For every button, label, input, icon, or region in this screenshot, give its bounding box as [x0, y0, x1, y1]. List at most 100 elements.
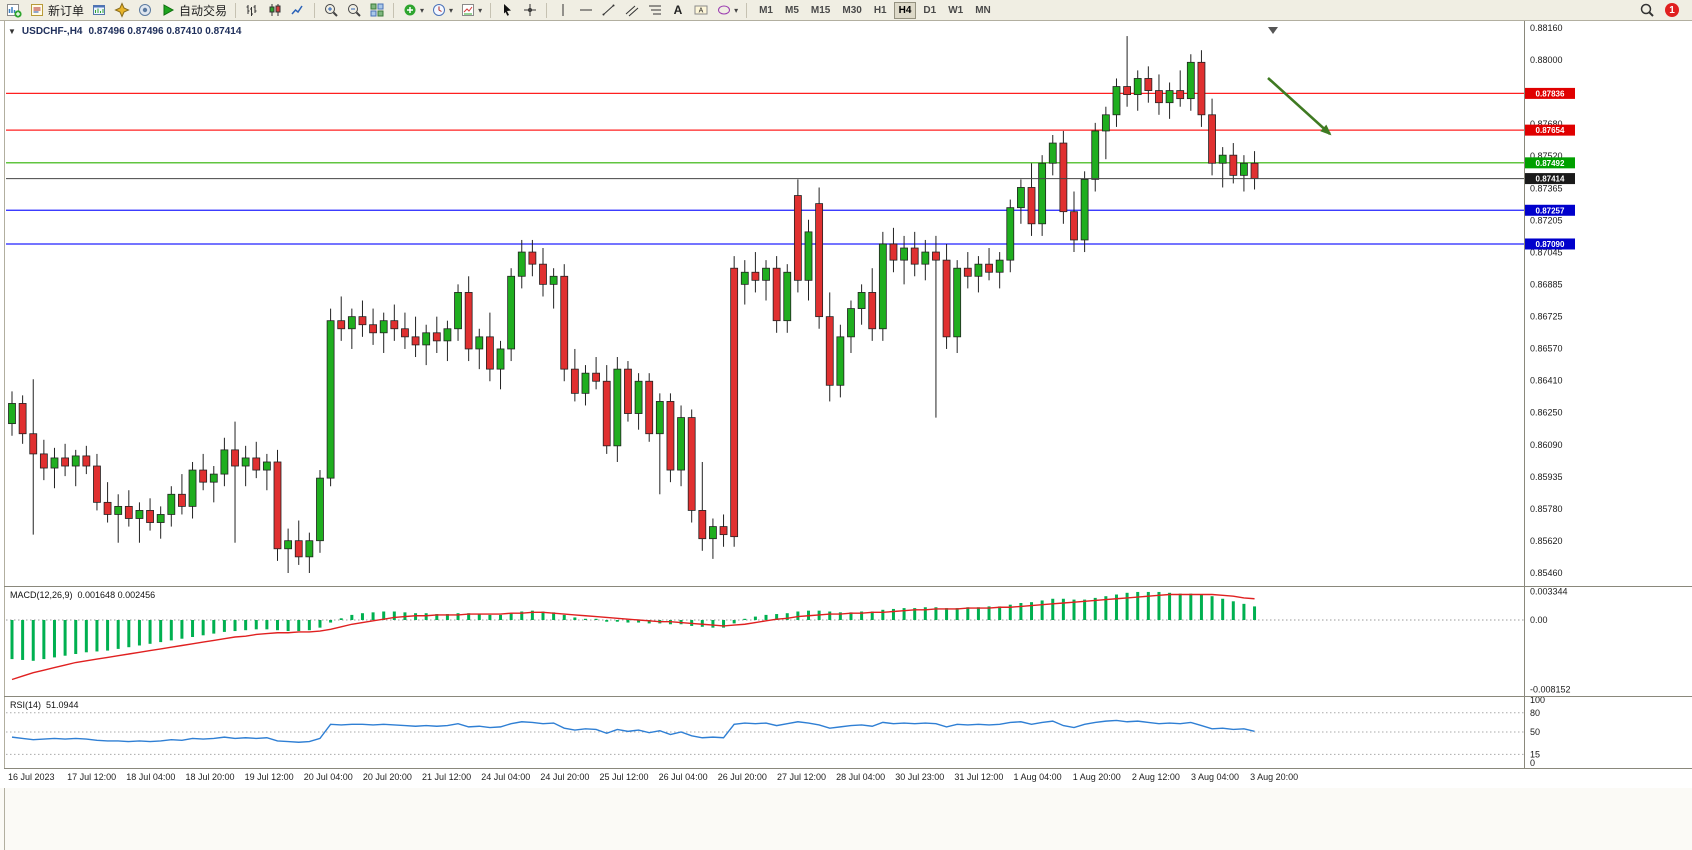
- toolbar: 新订单 自动交易 ▾ ▾ ▾ A A ▾ M1 M5 M15 M30 H1 H4 D1 W1 MN 1: [0, 0, 1692, 21]
- navigator-icon: [114, 2, 130, 18]
- price-tick-label: 0.87680: [1530, 119, 1563, 129]
- time-axis-label: 21 Jul 12:00: [422, 772, 472, 782]
- time-axis[interactable]: 16 Jul 2023 17 Jul 12:00 18 Jul 04:00 18 Ju…: [0, 769, 1692, 788]
- bars-chart-button[interactable]: [241, 1, 263, 20]
- trendline-button[interactable]: [598, 1, 620, 20]
- timeframe-mn-button[interactable]: MN: [975, 4, 991, 16]
- candles-chart-icon: [267, 2, 283, 18]
- crosshair-icon: [522, 2, 538, 18]
- price-badge: [1525, 173, 1575, 185]
- indicators-button[interactable]: ▾: [399, 1, 427, 20]
- shapes-icon: [716, 2, 732, 18]
- rsi-panel[interactable]: 100 80 50 150: [0, 697, 1692, 768]
- price-tick-label: 0.87205: [1530, 215, 1563, 225]
- candles-chart-button[interactable]: [264, 1, 286, 20]
- candlestick-series: [8, 36, 1259, 573]
- rsi-axis-label: 0: [1530, 758, 1535, 768]
- price-badge: [1525, 124, 1575, 136]
- price-tick-label: 0.88000: [1530, 55, 1563, 65]
- fibonacci-button[interactable]: [644, 1, 666, 20]
- hline-button[interactable]: [575, 1, 597, 20]
- templates-dropdown-icon[interactable]: ▾: [478, 5, 483, 15]
- price-badge-label: 0.87654: [1536, 126, 1565, 135]
- time-axis-label: 26 Jul 20:00: [717, 772, 767, 782]
- templates-button[interactable]: ▾: [457, 1, 485, 20]
- cursor-button[interactable]: [496, 1, 518, 20]
- fibonacci-icon: [647, 2, 663, 18]
- time-axis-label: 3 Aug 20:00: [1250, 772, 1299, 782]
- indicators-dropdown-icon[interactable]: ▾: [420, 5, 425, 15]
- navigator-button[interactable]: [111, 1, 133, 20]
- trend-arrow[interactable]: [1267, 77, 1331, 135]
- timeframe-m15-button[interactable]: M15: [810, 4, 831, 16]
- chart-window-button[interactable]: [88, 1, 110, 20]
- price-tick-label: 0.87520: [1530, 151, 1563, 161]
- timeframe-m5-button[interactable]: M5: [785, 4, 799, 16]
- shapes-dropdown-icon[interactable]: ▾: [734, 5, 739, 15]
- price-tick-label: 0.87045: [1530, 247, 1563, 257]
- periods-icon: [431, 2, 447, 18]
- text-label-button[interactable]: A: [690, 1, 712, 20]
- window-footer: [0, 788, 1692, 850]
- new-chart-icon: [6, 2, 22, 18]
- indicators-icon: [402, 2, 418, 18]
- price-badge: [1525, 204, 1575, 216]
- panel-separator[interactable]: [4, 586, 1692, 587]
- timeframe-d1-button[interactable]: D1: [923, 4, 937, 16]
- price-tick-label: 0.86410: [1530, 376, 1563, 386]
- time-axis-label: 3 Aug 04:00: [1191, 772, 1240, 782]
- autotrading-button[interactable]: 自动交易: [157, 1, 230, 20]
- periods-button[interactable]: ▾: [428, 1, 456, 20]
- tile-windows-button[interactable]: [366, 1, 388, 20]
- timeframe-h1-button[interactable]: H1: [873, 4, 887, 16]
- price-tick-label: 0.86570: [1530, 344, 1563, 354]
- main-chart[interactable]: 0.881600.880000.878400.876800.875200.873…: [0, 22, 1692, 586]
- price-badge-label: 0.87090: [1536, 240, 1565, 249]
- line-chart-button[interactable]: [287, 1, 309, 20]
- price-tick-label: 0.88160: [1530, 23, 1563, 33]
- time-axis-label: 28 Jul 04:00: [836, 772, 886, 782]
- zoom-out-button[interactable]: [343, 1, 365, 20]
- shapes-button[interactable]: ▾: [713, 1, 741, 20]
- price-tick-label: 0.86725: [1530, 312, 1563, 322]
- price-tick-label: 0.85460: [1530, 568, 1563, 578]
- vline-icon: [555, 2, 571, 18]
- time-axis-label: 24 Jul 20:00: [540, 772, 590, 782]
- panel-separator: [4, 768, 1692, 769]
- time-axis-label: 18 Jul 04:00: [126, 772, 176, 782]
- price-axis-border: [1524, 21, 1525, 768]
- vline-button[interactable]: [552, 1, 574, 20]
- macd-axis-label: -0.008152: [1530, 684, 1571, 694]
- notification-badge[interactable]: 1: [1665, 3, 1679, 17]
- macd-axis-label: 0.003344: [1530, 587, 1568, 597]
- timeframe-m30-button[interactable]: M30: [842, 4, 862, 16]
- macd-panel[interactable]: 0.003344 0.00 -0.008152: [0, 587, 1692, 696]
- rsi-axis-label: 50: [1530, 727, 1540, 737]
- search-icon[interactable]: [1639, 2, 1655, 18]
- channel-button[interactable]: [621, 1, 643, 20]
- text-button[interactable]: A: [667, 1, 689, 20]
- price-badge-label: 0.87414: [1536, 175, 1565, 184]
- time-axis-label: 17 Jul 12:00: [67, 772, 117, 782]
- time-axis-label: 1 Aug 04:00: [1013, 772, 1062, 782]
- zoom-in-button[interactable]: [320, 1, 342, 20]
- timeframe-w1-button[interactable]: W1: [948, 4, 964, 16]
- rsi-axis-label: 80: [1530, 708, 1540, 718]
- timeframe-m1-button[interactable]: M1: [759, 4, 773, 16]
- new-chart-button[interactable]: [3, 1, 25, 20]
- price-badge: [1525, 238, 1575, 250]
- periods-dropdown-icon[interactable]: ▾: [449, 5, 454, 15]
- price-tick-label: 0.86250: [1530, 408, 1563, 418]
- new-order-label: 新订单: [48, 3, 85, 18]
- price-badge-label: 0.87257: [1536, 206, 1565, 215]
- crosshair-button[interactable]: [519, 1, 541, 20]
- new-order-button[interactable]: 新订单: [26, 1, 87, 20]
- panel-separator[interactable]: [4, 696, 1692, 697]
- svg-text:A: A: [674, 3, 683, 17]
- price-tick-label: 0.85935: [1530, 472, 1563, 482]
- line-chart-icon: [290, 2, 306, 18]
- chart-shift-marker[interactable]: [1268, 27, 1278, 34]
- timeframe-h4-button[interactable]: H4: [893, 1, 917, 19]
- toolbar-buttons: 新订单 自动交易 ▾ ▾ ▾ A A ▾: [3, 1, 751, 20]
- terminal-button[interactable]: [134, 1, 156, 20]
